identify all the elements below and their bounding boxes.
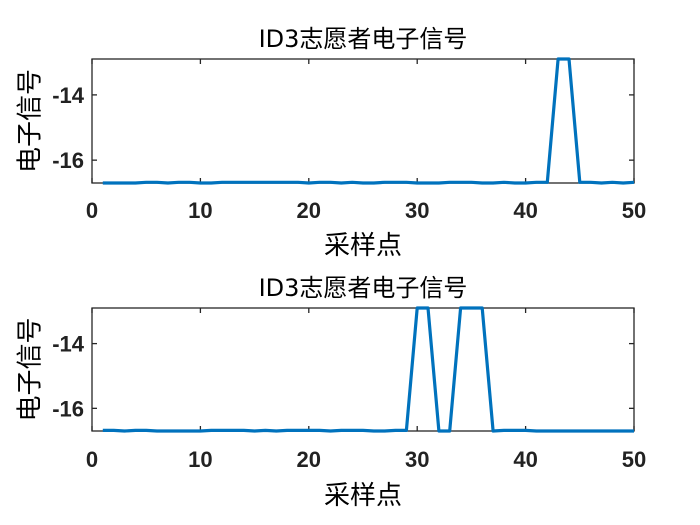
x-axis-label: 采样点 [324,231,402,261]
series-line-1 [102,306,634,433]
x-tick-label: 50 [622,198,646,223]
x-tick-label: 30 [405,447,429,472]
y-tick-label: -16 [52,148,84,173]
series-line-1 [102,57,635,185]
chart-title: ID3志愿者电子信号 [259,25,468,53]
x-tick-label: 10 [188,447,212,472]
x-tick-label: 50 [622,447,646,472]
chart-title: ID3志愿者电子信号 [259,274,468,302]
axes-panel-1: ID3志愿者电子信号 0 10 20 30 40 50 -14 -16 采样点 电子信号 [16,25,647,261]
y-tick-label: -14 [52,332,85,357]
y-axis-label: 电子信号 [16,69,46,173]
y-tick-label: -14 [52,83,85,108]
y-axis-label: 电子信号 [16,317,46,421]
x-tick-label: 0 [86,198,98,223]
y-tick-label: -16 [52,396,84,421]
x-axis-label: 采样点 [324,481,402,511]
x-tick-label: 40 [513,447,537,472]
x-tick-label: 0 [86,447,98,472]
x-tick-label: 20 [297,198,321,223]
x-tick-label: 40 [513,198,537,223]
x-tick-label: 30 [405,198,429,223]
axes-frame [91,307,635,432]
axes-panel-2: ID3志愿者电子信号 0 10 20 30 40 50 -14 -16 采样点 电子信号 [16,274,647,511]
x-tick-label: 10 [188,198,212,223]
x-tick-label: 20 [297,447,321,472]
